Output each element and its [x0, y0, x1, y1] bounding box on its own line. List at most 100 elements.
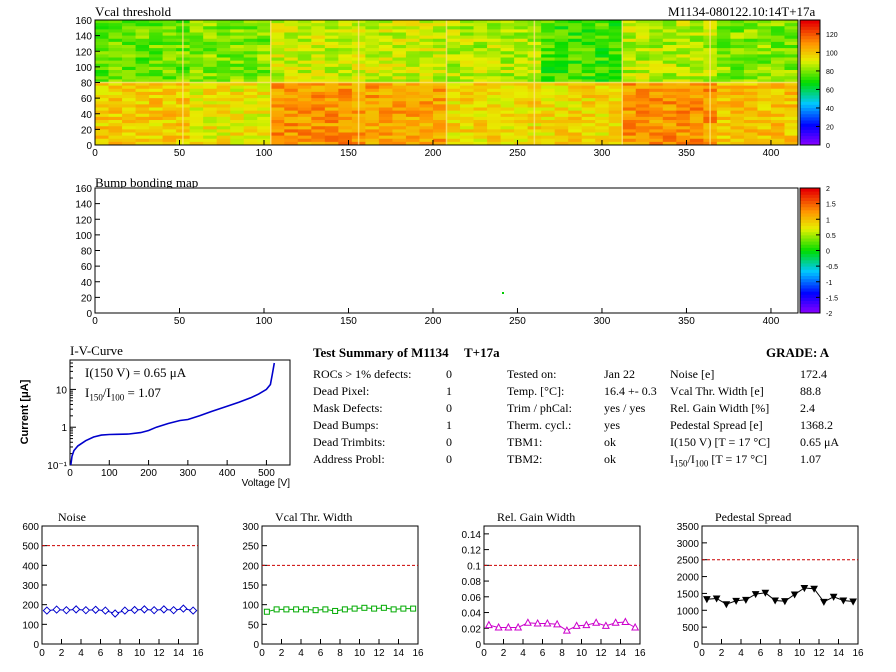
- map-cell: [149, 48, 163, 52]
- map-cell: [460, 110, 474, 115]
- map-cell: [135, 113, 150, 118]
- map-cell: [432, 60, 447, 65]
- map-cell: [757, 98, 772, 102]
- map-cell: [716, 132, 731, 137]
- map-cell: [635, 76, 650, 80]
- map-cell: [378, 135, 393, 140]
- map-cell: [257, 35, 272, 40]
- map-cell: [784, 135, 799, 140]
- map-cell: [122, 141, 136, 146]
- map-cell: [122, 138, 136, 143]
- map-cell: [365, 120, 380, 124]
- map-cell: [676, 141, 691, 146]
- map-cell: [149, 141, 163, 146]
- map-cell: [122, 126, 136, 130]
- map-cell: [203, 32, 218, 37]
- map-cell: [122, 48, 136, 52]
- palette-band: [800, 138, 820, 143]
- map-cell: [473, 63, 488, 68]
- map-cell: [473, 20, 488, 24]
- map-cell: [568, 26, 583, 30]
- map-cell: [122, 23, 136, 27]
- map-cell: [541, 91, 556, 96]
- x-tick-label: 2: [501, 648, 507, 659]
- map-cell: [365, 101, 380, 105]
- map-cell: [122, 120, 136, 124]
- map-cell: [662, 85, 677, 90]
- map-cell: [770, 41, 785, 46]
- map-cell: [460, 88, 474, 93]
- map-cell: [122, 132, 136, 137]
- map-cell: [270, 120, 285, 124]
- map-cell: [149, 85, 163, 90]
- map-cell: [635, 129, 650, 133]
- map-cell: [405, 60, 420, 65]
- map-cell: [500, 95, 515, 99]
- map-cell: [243, 120, 258, 124]
- map-cell: [473, 66, 488, 71]
- map-cell: [460, 104, 474, 108]
- map-cell: [230, 126, 245, 130]
- map-cell: [365, 32, 380, 37]
- map-cell: [581, 91, 596, 96]
- data-point: [839, 597, 848, 605]
- map-cell: [622, 101, 637, 105]
- map-cell: [784, 91, 799, 96]
- map-cell: [595, 20, 610, 24]
- map-cell: [243, 132, 258, 137]
- map-cell: [649, 138, 664, 143]
- y-tick-label: 0.06: [462, 593, 482, 604]
- map-cell: [432, 110, 447, 115]
- palette-band: [800, 200, 820, 205]
- y-tick-label: 300: [22, 581, 39, 592]
- map-cell: [270, 95, 285, 99]
- x-tick-label: 150: [340, 148, 357, 159]
- map-cell: [162, 85, 177, 90]
- map-cell: [446, 79, 461, 83]
- map-cell: [635, 85, 650, 90]
- y-tick-label: 0.14: [462, 530, 482, 541]
- iv-x-tick-label: 400: [219, 468, 236, 479]
- x-tick-label: 100: [256, 148, 273, 159]
- map-cell: [716, 32, 731, 37]
- map-cell: [203, 23, 218, 27]
- map-cell: [432, 23, 447, 27]
- map-cell: [108, 41, 123, 46]
- map-cell: [770, 29, 785, 33]
- iv-annotation-ratio: I150/I100 = 1.07: [85, 385, 161, 403]
- test-info-label: TBM2:: [507, 452, 543, 466]
- defects-label: Dead Trimbits:: [313, 435, 386, 449]
- map-cell: [405, 138, 420, 143]
- map-cell: [338, 20, 353, 24]
- map-cell: [689, 85, 704, 90]
- map-cell: [514, 60, 529, 65]
- map-cell: [122, 35, 136, 40]
- palette-band: [800, 57, 820, 62]
- palette-band: [800, 91, 820, 96]
- map-cell: [189, 51, 204, 55]
- map-cell: [770, 95, 785, 99]
- map-cell: [716, 141, 731, 146]
- map-cell: [149, 88, 163, 93]
- x-tick-label: 16: [852, 648, 864, 659]
- map-cell: [95, 113, 109, 118]
- map-cell: [689, 104, 704, 108]
- map-cell: [405, 20, 420, 24]
- map-cell: [608, 123, 623, 127]
- map-cell: [514, 66, 529, 71]
- map-cell: [365, 107, 380, 112]
- map-cell: [514, 120, 529, 124]
- map-cell: [716, 26, 731, 30]
- defects-value: 0: [446, 401, 452, 415]
- map-cell: [162, 110, 177, 115]
- map-cell: [392, 85, 407, 90]
- map-cell: [460, 101, 474, 105]
- map-cell: [608, 63, 623, 68]
- map-cell: [108, 60, 123, 65]
- map-cell: [676, 32, 691, 37]
- palette-band: [800, 20, 820, 24]
- map-cell: [757, 129, 772, 133]
- map-cell: [581, 60, 596, 65]
- map-cell: [378, 79, 393, 83]
